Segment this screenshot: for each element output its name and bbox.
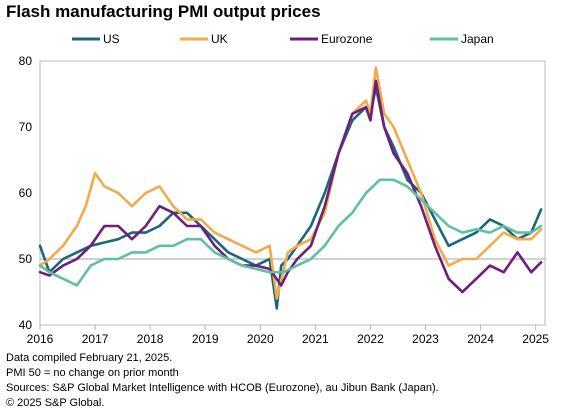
y-tick-label: 50 bbox=[19, 252, 33, 266]
x-tick-label: 2021 bbox=[302, 332, 329, 346]
x-tick-label: 2022 bbox=[357, 332, 384, 346]
x-tick-label: 2018 bbox=[137, 332, 164, 346]
legend: US UK Eurozone Japan bbox=[72, 32, 494, 46]
y-tick-label: 60 bbox=[19, 186, 33, 200]
y-tick-label: 80 bbox=[19, 54, 33, 68]
chart-title: Flash manufacturing PMI output prices bbox=[6, 2, 321, 21]
x-tick-label: 2020 bbox=[247, 332, 274, 346]
legend-label-uk: UK bbox=[211, 32, 228, 46]
plot-frame bbox=[39, 60, 546, 326]
line-chart: US UK Eurozone Japan 40 50 60 70 80 2016 2017 2018… bbox=[19, 32, 550, 346]
y-tick-label: 70 bbox=[19, 120, 33, 134]
x-tick-label: 2025 bbox=[522, 332, 549, 346]
note-pmi: PMI 50 = no change on prior month bbox=[6, 367, 179, 379]
series-line-uk bbox=[38, 66, 543, 300]
note-sources: Sources: S&P Global Market Intelligence … bbox=[6, 382, 439, 394]
legend-label-us: US bbox=[103, 32, 120, 46]
x-tick-label: 2024 bbox=[467, 332, 494, 346]
x-tick-label: 2017 bbox=[82, 332, 109, 346]
legend-label-eurozone: Eurozone bbox=[321, 32, 373, 46]
x-tick-label: 2019 bbox=[192, 332, 219, 346]
series-line-us bbox=[38, 86, 543, 310]
note-date: Data compiled February 21, 2025. bbox=[6, 352, 173, 364]
series-line-eurozone bbox=[38, 79, 543, 294]
x-tick-label: 2023 bbox=[412, 332, 439, 346]
y-tick-label: 40 bbox=[19, 318, 33, 332]
legend-label-japan: Japan bbox=[461, 32, 494, 46]
series-line-japan bbox=[38, 178, 543, 287]
x-tick-label: 2016 bbox=[27, 332, 54, 346]
note-copyright: © 2025 S&P Global. bbox=[6, 397, 105, 409]
chart-axes: 40 50 60 70 80 2016 2017 2018 2019 2020 2021 2022 20… bbox=[19, 54, 550, 346]
footnotes: Data compiled February 21, 2025. PMI 50 … bbox=[6, 351, 439, 411]
chart-series bbox=[38, 66, 543, 310]
